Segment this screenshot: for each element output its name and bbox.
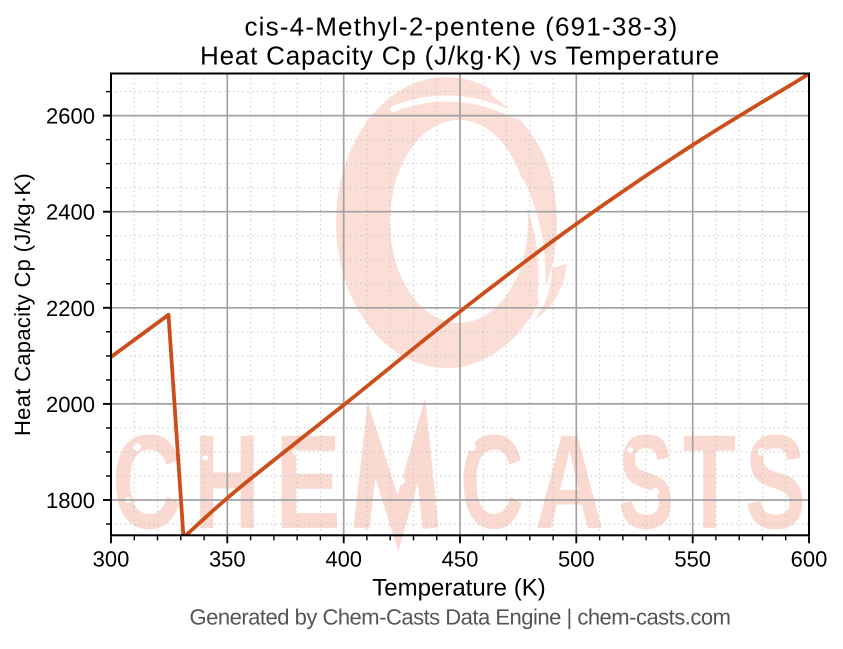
svg-text:550: 550 [674,547,711,572]
svg-text:500: 500 [558,547,595,572]
svg-text:300: 300 [93,547,130,572]
svg-text:2400: 2400 [46,200,95,225]
svg-text:Temperature (K): Temperature (K) [372,575,545,602]
svg-text:C: C [460,408,524,557]
svg-text:1800: 1800 [46,488,95,513]
svg-text:T: T [683,408,736,557]
svg-text:400: 400 [325,547,362,572]
svg-text:Heat Capacity Cp (J/kg·K) vs T: Heat Capacity Cp (J/kg·K) vs Temperature [200,40,720,70]
svg-text:2200: 2200 [46,296,95,321]
svg-text:2600: 2600 [46,104,95,129]
svg-text:Heat Capacity Cp (J/kg·K): Heat Capacity Cp (J/kg·K) [10,173,35,436]
svg-text:Generated by Chem-Casts Data E: Generated by Chem-Casts Data Engine | ch… [190,604,731,629]
svg-text:C: C [112,408,182,557]
svg-text:S: S [745,408,806,557]
svg-text:600: 600 [791,547,828,572]
svg-text:450: 450 [442,547,479,572]
svg-text:350: 350 [209,547,246,572]
svg-text:cis-4-Methyl-2-pentene (691-38: cis-4-Methyl-2-pentene (691-38-3) [244,11,678,41]
svg-text:2000: 2000 [46,392,95,417]
